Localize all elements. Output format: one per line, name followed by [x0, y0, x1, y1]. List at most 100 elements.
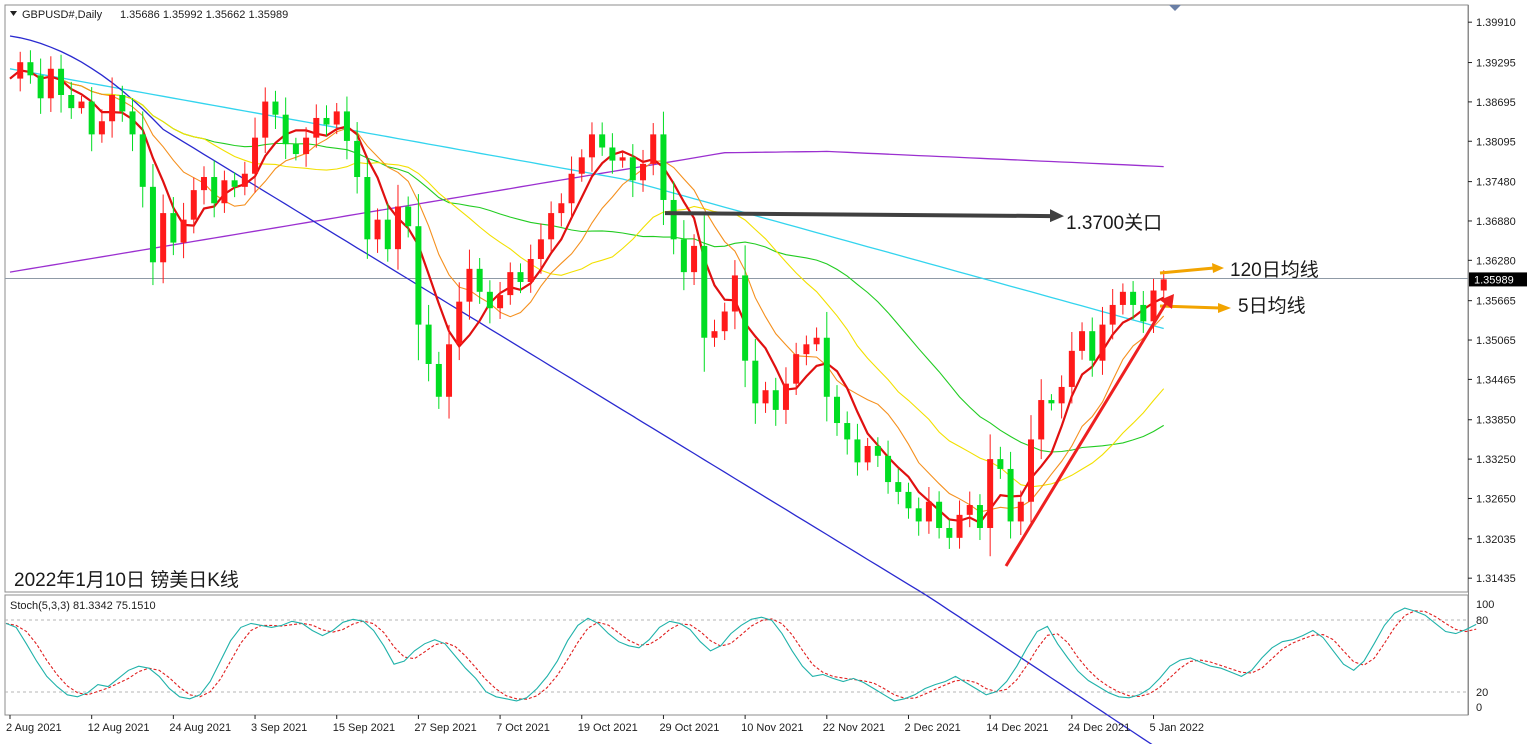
- candle-bullish: [813, 327, 820, 352]
- candle-bearish: [823, 311, 830, 422]
- candle-bearish: [435, 351, 442, 409]
- candle-bullish: [721, 302, 728, 341]
- candle-bearish: [231, 172, 238, 198]
- time-tick-label: 2 Dec 2021: [904, 722, 960, 734]
- candle-bearish: [272, 90, 279, 129]
- level-arrow-line: [664, 211, 1053, 219]
- candle-bullish: [925, 486, 932, 534]
- candle-bullish: [956, 500, 963, 549]
- candle-bearish: [905, 482, 912, 519]
- candle-bearish: [1140, 290, 1147, 333]
- price-tick-label: 1.35665: [1476, 296, 1516, 308]
- candle-bearish: [170, 197, 177, 256]
- price-tick-label: 1.35989: [1474, 274, 1514, 286]
- candle-bearish: [946, 519, 953, 549]
- uptrend-line: [1004, 299, 1170, 567]
- candle-bullish: [803, 335, 810, 366]
- level-arrow-head-icon: [1050, 209, 1064, 223]
- candle-bearish: [149, 164, 156, 286]
- time-tick-label: 27 Sep 2021: [414, 722, 476, 734]
- price-tick-label: 1.38095: [1476, 136, 1516, 148]
- candle-bullish: [333, 103, 340, 135]
- candle-bearish: [1048, 394, 1055, 411]
- candle-bullish: [548, 201, 555, 253]
- time-axis: 2 Aug 2021 12 Aug 2021 24 Aug 2021 3 Sep 20…: [6, 715, 1204, 734]
- candle-bullish: [864, 437, 871, 471]
- candle-bearish: [88, 87, 95, 152]
- uptrend-arrow-head-icon: [1160, 294, 1174, 309]
- candle-bullish: [1028, 415, 1034, 523]
- candle-bullish: [987, 434, 994, 557]
- level-1.3700-label: 1.3700关口: [1066, 212, 1162, 234]
- ma-line-red: [9, 69, 1165, 525]
- candle-bullish: [1038, 379, 1045, 460]
- candle-bullish: [1068, 331, 1075, 404]
- chart-header-symbol: GBPUSD#,Daily: [22, 9, 103, 21]
- candle-bullish: [241, 161, 248, 196]
- candle-bearish: [37, 58, 44, 114]
- candle-bearish: [1130, 281, 1137, 320]
- stoch-axis-0: 0: [1476, 702, 1482, 714]
- candle-bullish: [466, 249, 473, 320]
- ma-line-cyan: [9, 68, 1164, 330]
- candle-bearish: [517, 263, 524, 294]
- candle-bullish: [558, 193, 565, 227]
- time-tick-label: 24 Dec 2021: [1068, 722, 1130, 734]
- candle-bullish: [17, 51, 24, 92]
- candle-bearish: [752, 339, 759, 424]
- ma5-label: 5日均线: [1238, 295, 1306, 317]
- candle-bullish: [1160, 270, 1167, 302]
- price-tick-label: 1.37480: [1476, 177, 1516, 189]
- stoch-signal-line: [5, 610, 1477, 700]
- candle-bearish: [629, 144, 636, 198]
- candle-bullish: [619, 151, 626, 168]
- candle-bullish: [180, 202, 187, 259]
- price-tick-label: 1.36280: [1476, 255, 1516, 267]
- ma-line-blue: [9, 35, 1153, 744]
- candle-bearish: [58, 54, 65, 113]
- candle-bullish: [537, 223, 544, 274]
- candle-bullish: [303, 127, 310, 167]
- price-tick-label: 1.32035: [1476, 534, 1516, 546]
- stoch-panel-frame: [4, 594, 1469, 716]
- candle-bullish: [262, 87, 269, 153]
- time-tick-label: 3 Sep 2021: [251, 722, 307, 734]
- chart-caption: 2022年1月10日 镑美日K线: [14, 569, 239, 591]
- candle-bullish: [313, 104, 320, 148]
- candle-bearish: [211, 160, 218, 218]
- candle-bullish: [98, 109, 105, 143]
- candle-bearish: [364, 157, 371, 259]
- price-tick-label: 1.32650: [1476, 493, 1516, 505]
- candle-bullish: [1079, 322, 1086, 360]
- candle-bullish: [588, 122, 595, 172]
- collapse-triangle-icon[interactable]: [10, 11, 17, 16]
- candles: [17, 50, 1167, 557]
- candle-bullish: [109, 77, 116, 138]
- candle-bearish: [425, 304, 432, 382]
- candle-bearish: [599, 122, 606, 156]
- candle-bullish: [456, 282, 463, 361]
- candle-bullish: [650, 123, 657, 176]
- candle-bearish: [323, 105, 330, 137]
- chart-header-ohlc: 1.35686 1.35992 1.35662 1.35989: [120, 9, 288, 21]
- price-tick-label: 1.39295: [1476, 58, 1516, 70]
- candle-bearish: [282, 97, 289, 160]
- candle-bullish: [47, 56, 54, 112]
- time-tick-label: 5 Jan 2022: [1150, 722, 1204, 734]
- candle-bullish: [640, 149, 647, 192]
- candle-bearish: [680, 220, 687, 291]
- stoch-axis-20: 20: [1476, 687, 1488, 699]
- candle-bullish: [252, 117, 259, 193]
- time-tick-label: 19 Oct 2021: [578, 722, 638, 734]
- candle-bearish: [997, 446, 1004, 479]
- candle-bullish: [793, 342, 800, 395]
- candle-bearish: [660, 111, 667, 226]
- annotations: [664, 209, 1231, 567]
- candle-bullish: [691, 234, 698, 285]
- candle-bearish: [476, 257, 483, 304]
- candle-bearish: [343, 96, 350, 160]
- candle-bullish: [1109, 288, 1116, 340]
- price-tick-label: 1.31435: [1476, 573, 1516, 585]
- candle-bearish: [354, 122, 361, 194]
- candle-bearish: [854, 423, 861, 476]
